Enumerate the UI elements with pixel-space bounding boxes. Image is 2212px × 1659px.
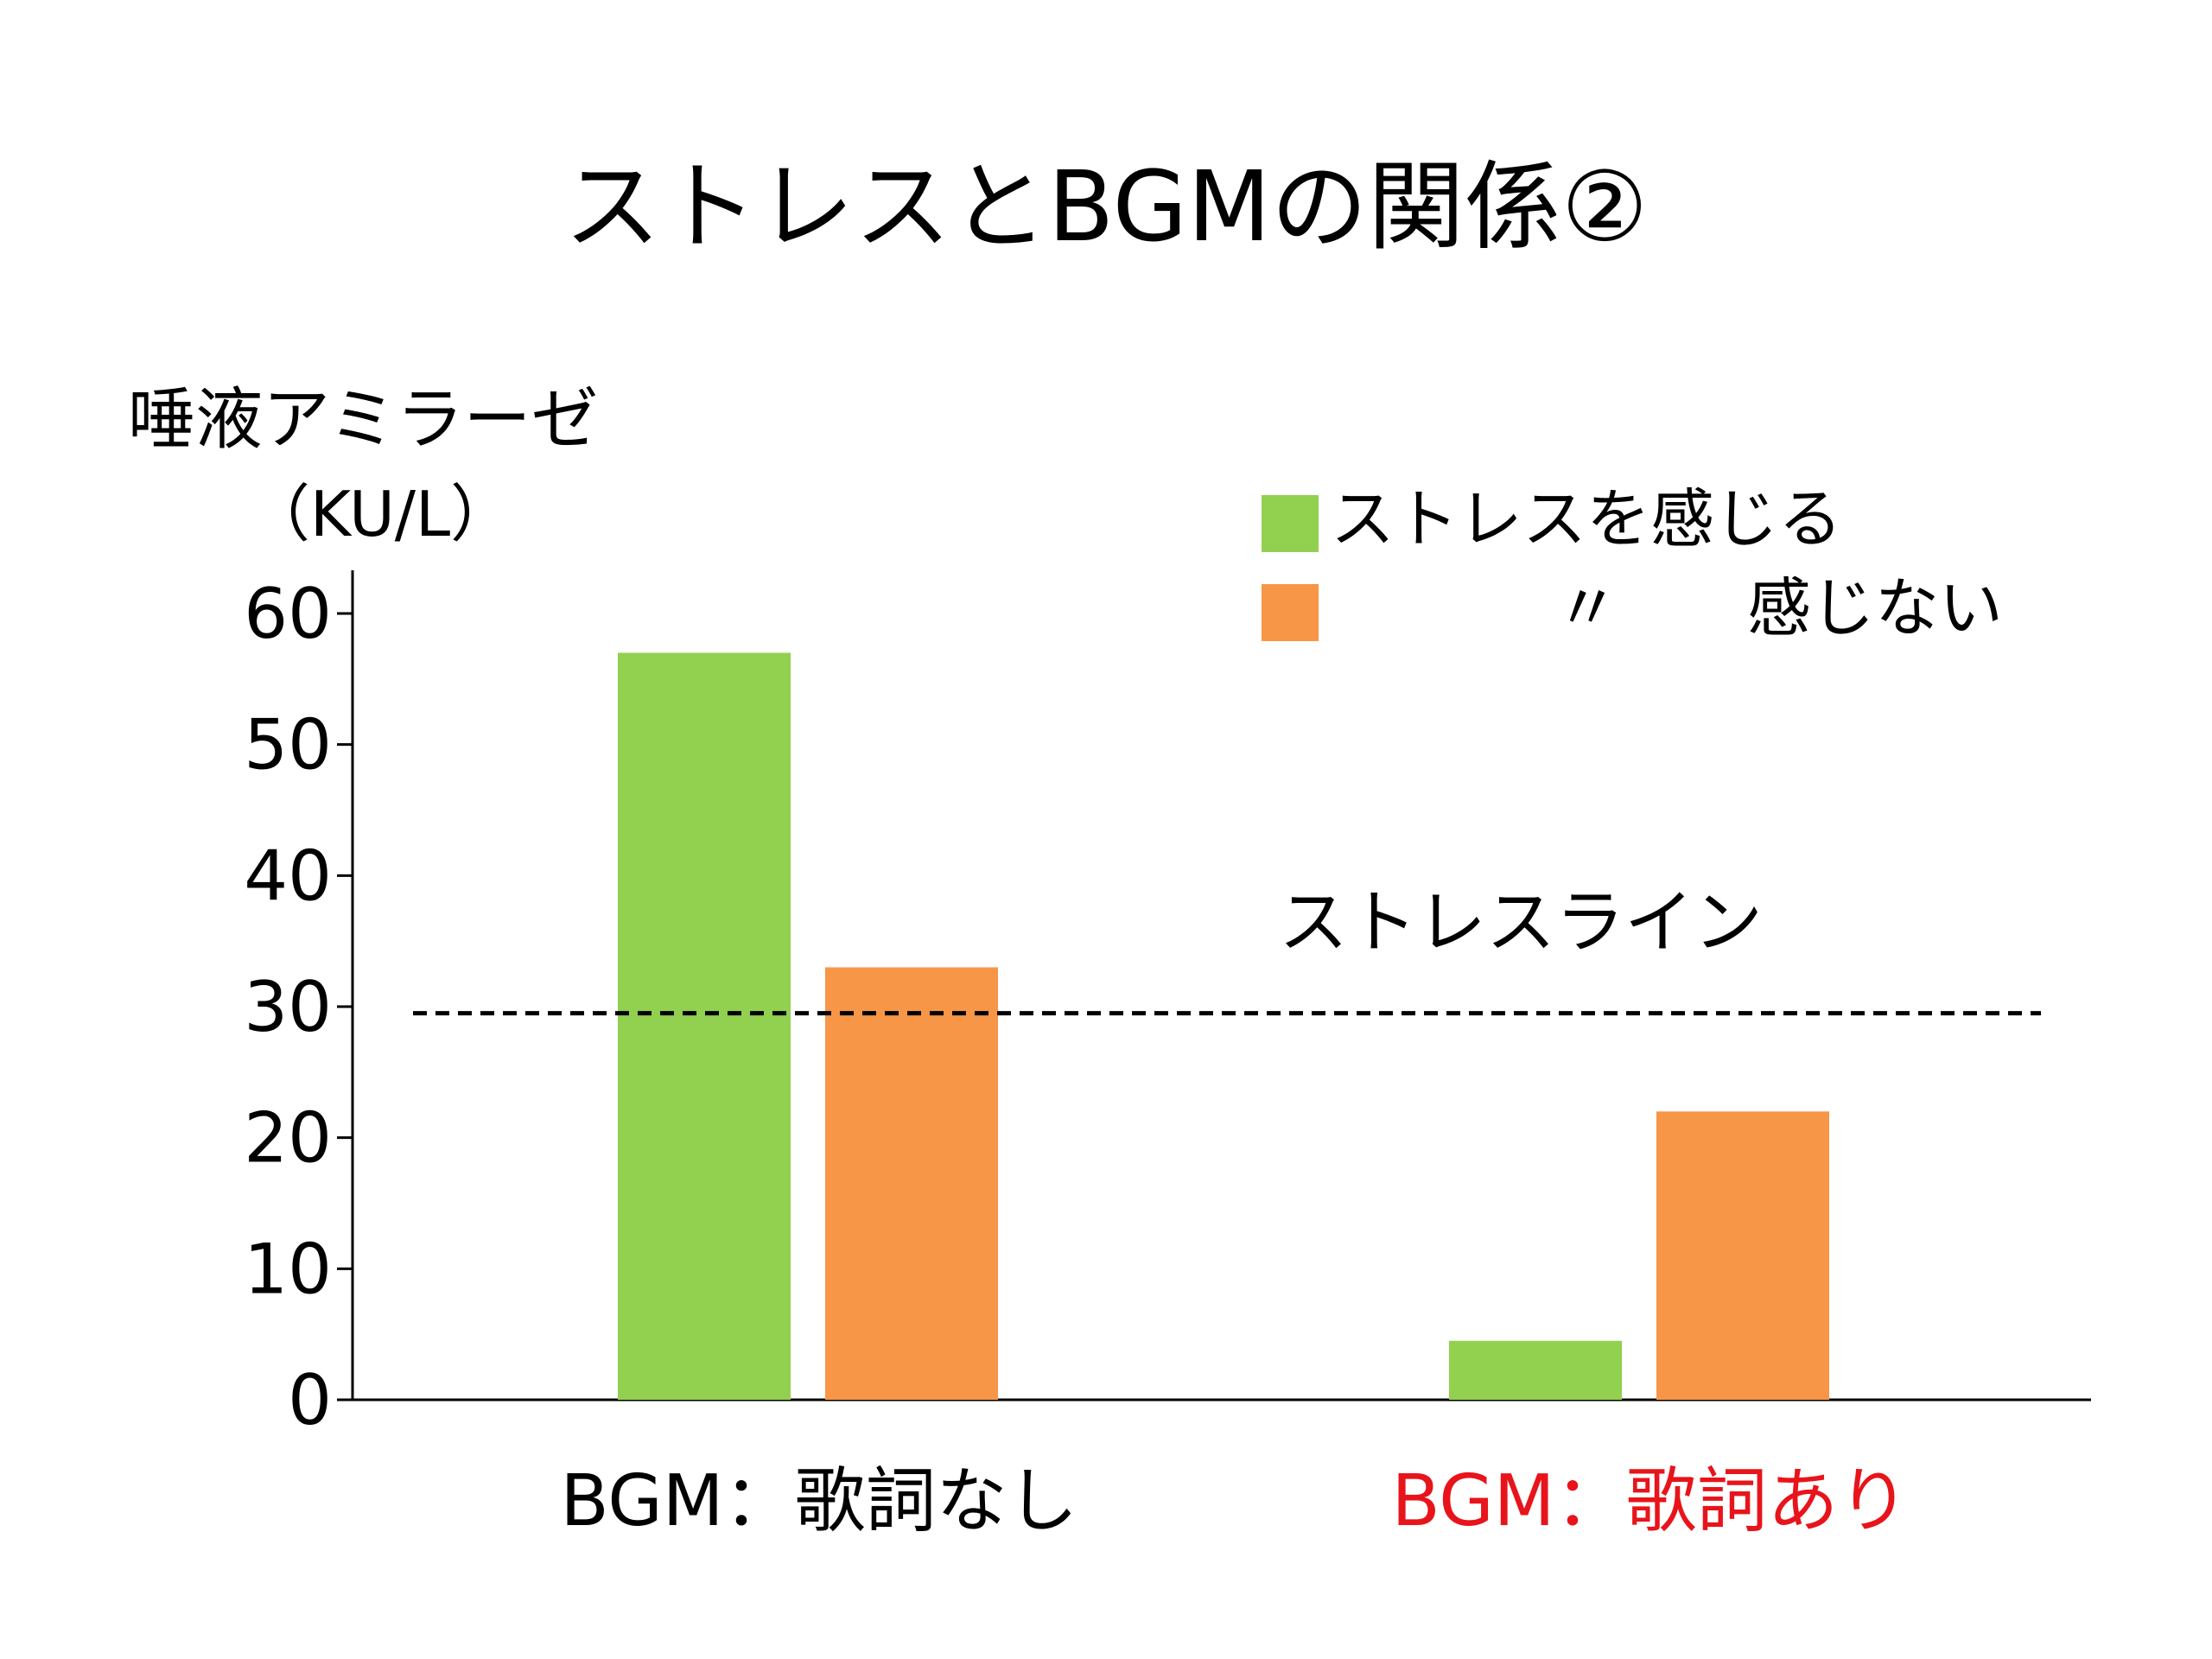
y-tick-label: 20 bbox=[244, 1098, 332, 1179]
legend: ストレスを感じる 〃 感じない bbox=[1262, 482, 2003, 645]
y-tick-label: 40 bbox=[244, 836, 332, 916]
y-tick-label: 50 bbox=[244, 705, 332, 785]
y-axis-ticks: 0 10 20 30 40 50 60 bbox=[244, 574, 353, 1440]
y-axis-unit: （KU/L） bbox=[248, 478, 512, 550]
x-axis-categories: BGM：歌詞なし BGM：歌詞あり bbox=[560, 1460, 1909, 1542]
y-axis-title: 唾液アミラーゼ bbox=[128, 381, 598, 459]
legend-label-no-stress: 〃 感じない bbox=[1555, 571, 2003, 645]
y-tick-label: 30 bbox=[244, 967, 332, 1047]
x-category-label: BGM：歌詞あり bbox=[1391, 1460, 1909, 1542]
legend-swatch-no-stress bbox=[1262, 584, 1319, 641]
y-tick-label: 60 bbox=[244, 574, 332, 654]
chart-title: ストレスとBGMの関係② bbox=[563, 151, 1649, 264]
bar-stress-2 bbox=[1449, 1340, 1622, 1400]
y-tick-label: 0 bbox=[288, 1360, 332, 1440]
stress-line-group: ストレスライン bbox=[413, 882, 2041, 1016]
bar-no-stress-2 bbox=[1656, 1111, 1829, 1400]
bars bbox=[618, 652, 1829, 1400]
stress-line-label: ストレスライン bbox=[1279, 882, 1763, 963]
legend-label-stress: ストレスを感じる bbox=[1331, 482, 1842, 556]
bar-stress-1 bbox=[618, 652, 791, 1400]
legend-swatch-stress bbox=[1262, 495, 1319, 552]
x-category-label: BGM：歌詞なし bbox=[560, 1460, 1077, 1542]
bar-no-stress-1 bbox=[825, 967, 998, 1400]
y-tick-label: 10 bbox=[244, 1229, 332, 1309]
